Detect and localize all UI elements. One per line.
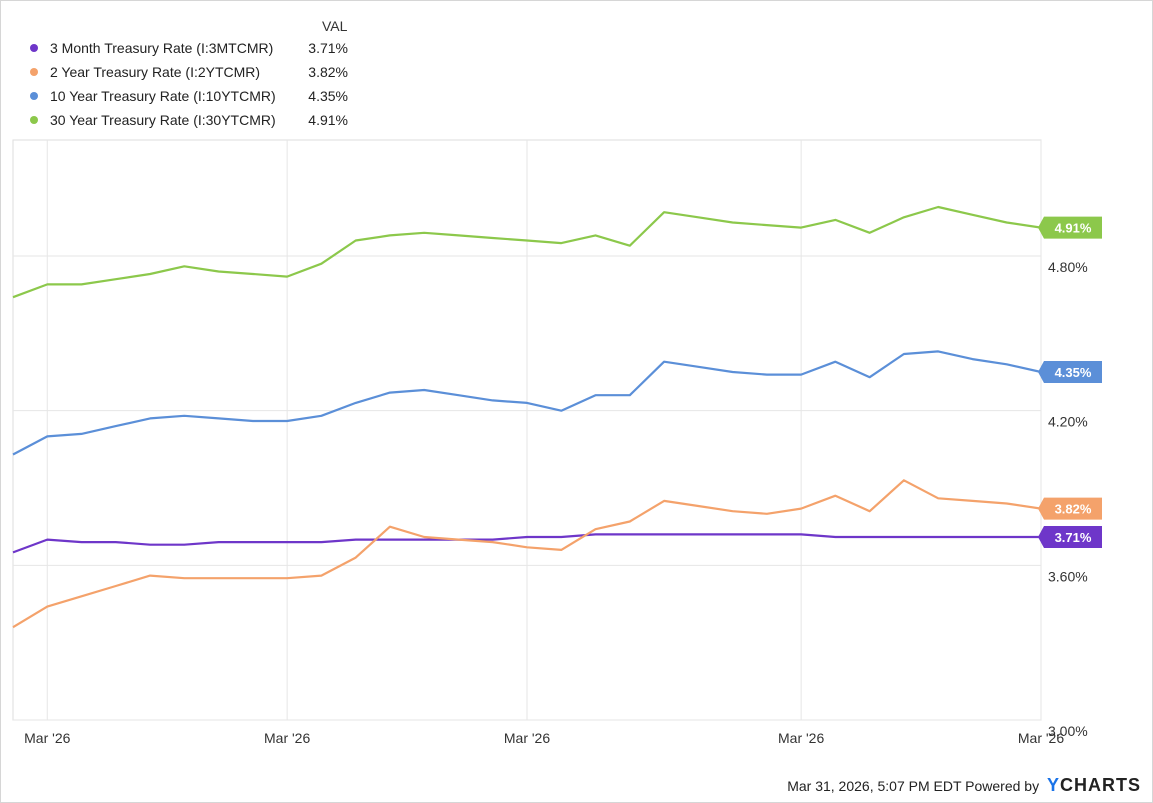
series-end-label: 3.82% — [1055, 502, 1092, 517]
x-tick-label: Mar '26 — [504, 730, 550, 746]
legend-series-name: 10 Year Treasury Rate (I:10YTCMR) — [50, 88, 276, 104]
legend-series-value: 4.91% — [308, 112, 348, 128]
series-end-badge — [1038, 497, 1102, 520]
legend-series-value: 3.82% — [308, 64, 348, 80]
series-end-label: 3.71% — [1055, 530, 1092, 545]
series-line — [12, 205, 1042, 299]
footer: Mar 31, 2026, 5:07 PM EDT Powered by YCH… — [787, 775, 1141, 796]
legend-item[interactable]: 2 Year Treasury Rate (I:2YTCMR) 3.82% — [30, 62, 360, 82]
legend-item[interactable]: 30 Year Treasury Rate (I:30YTCMR) 4.91% — [30, 110, 360, 130]
ycharts-logo-y: Y — [1046, 775, 1060, 795]
y-tick-label: 4.20% — [1048, 414, 1088, 430]
legend-marker — [30, 44, 38, 52]
series-end-label: 4.35% — [1055, 365, 1092, 380]
legend-item[interactable]: 3 Month Treasury Rate (I:3MTCMR) 3.71% — [30, 38, 360, 58]
legend-marker — [30, 116, 38, 124]
x-tick-label: Mar '26 — [264, 730, 310, 746]
legend-series-value: 3.71% — [308, 40, 348, 56]
x-tick-label: Mar '26 — [778, 730, 824, 746]
series-end-badge — [1038, 361, 1102, 383]
ycharts-logo[interactable]: YCHARTS — [1047, 775, 1141, 795]
legend-marker — [30, 92, 38, 100]
series-line — [12, 479, 1042, 629]
y-tick-label: 3.00% — [1048, 723, 1088, 739]
y-tick-label: 3.60% — [1048, 568, 1088, 584]
series-end-label: 4.91% — [1055, 221, 1092, 236]
series-line — [12, 350, 1042, 456]
ycharts-logo-rest: CHARTS — [1060, 775, 1141, 795]
timestamp: Mar 31, 2026, 5:07 PM EDT — [787, 778, 962, 794]
legend-series-name: 2 Year Treasury Rate (I:2YTCMR) — [50, 64, 261, 80]
legend-series-name: 30 Year Treasury Rate (I:30YTCMR) — [50, 112, 276, 128]
series-line — [12, 533, 1041, 554]
legend-item[interactable]: 10 Year Treasury Rate (I:10YTCMR) 4.35% — [30, 86, 360, 106]
legend-header: VAL — [322, 18, 348, 34]
series-end-badge — [1038, 525, 1102, 548]
x-tick-label: Mar '26 — [24, 730, 70, 746]
powered-by-text: Powered by — [965, 778, 1040, 794]
y-tick-label: 4.80% — [1048, 259, 1088, 275]
legend-series-name: 3 Month Treasury Rate (I:3MTCMR) — [50, 40, 274, 56]
legend-series-value: 4.35% — [308, 88, 348, 104]
x-tick-label: Mar '26 — [1018, 730, 1064, 746]
legend-marker — [30, 68, 38, 76]
series-end-badge — [1038, 216, 1102, 239]
